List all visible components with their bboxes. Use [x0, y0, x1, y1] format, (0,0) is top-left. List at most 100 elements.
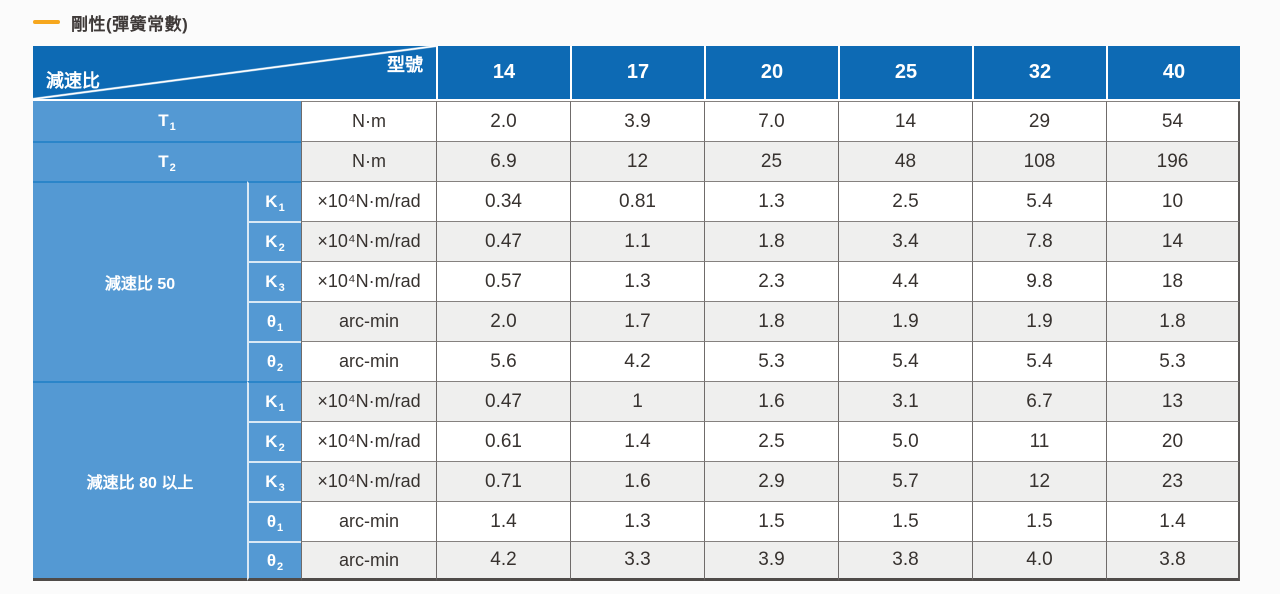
value-cell: 2.9: [704, 461, 838, 501]
value-cell: 9.8: [972, 261, 1106, 301]
unit-cell: arc-min: [301, 301, 436, 341]
row-label-cell: T1: [33, 101, 301, 141]
table-row: K3 ×10⁴N·m/rad 0.57 1.3 2.3 4.4 9.8 18: [33, 261, 1240, 301]
corner-label-model: 型號: [387, 55, 423, 75]
value-cell: 12: [570, 141, 704, 181]
value-cell: 48: [838, 141, 972, 181]
value-cell: 1.6: [704, 381, 838, 421]
sub-label-cell: θ1: [247, 301, 301, 341]
table-row: θ2 arc-min 4.2 3.3 3.9 3.8 4.0 3.8: [33, 541, 1240, 581]
value-cell: 1.9: [972, 301, 1106, 341]
table-row: θ1 arc-min 2.0 1.7 1.8 1.9 1.9 1.8: [33, 301, 1240, 341]
value-cell: 1.1: [570, 221, 704, 261]
unit-cell: arc-min: [301, 541, 436, 581]
value-cell: 5.4: [838, 341, 972, 381]
value-cell: 1.4: [570, 421, 704, 461]
value-cell: 1.4: [1106, 501, 1240, 541]
sub-label-cell: K2: [247, 421, 301, 461]
table-row: 減速比 50 K1 ×10⁴N·m/rad 0.34 0.81 1.3 2.5 5.4 10: [33, 181, 1240, 381]
value-cell: 25: [704, 141, 838, 181]
value-cell: 1.8: [704, 301, 838, 341]
table-row: θ2 arc-min 5.6 4.2 5.3 5.4 5.4 5.3: [33, 341, 1240, 381]
value-cell: 1.8: [1106, 301, 1240, 341]
table-row: T1 N·m 2.0 3.9 7.0 14 29 54: [33, 101, 1240, 141]
value-cell: 2.5: [838, 181, 972, 221]
value-cell: 14: [838, 101, 972, 141]
value-cell: 23: [1106, 461, 1240, 501]
model-header-cell: 25: [838, 46, 972, 101]
value-cell: 1.7: [570, 301, 704, 341]
value-cell: 1.6: [570, 461, 704, 501]
sub-label-cell: θ2: [247, 341, 301, 381]
table-row: K2 ×10⁴N·m/rad 0.61 1.4 2.5 5.0 11 20: [33, 421, 1240, 461]
value-cell: 2.0: [436, 301, 570, 341]
value-cell: 0.61: [436, 421, 570, 461]
value-cell: 0.47: [436, 221, 570, 261]
unit-cell: N·m: [301, 101, 436, 141]
table-row: K3 ×10⁴N·m/rad 0.71 1.6 2.9 5.7 12 23: [33, 461, 1240, 501]
value-cell: 3.9: [704, 541, 838, 581]
value-cell: 2.0: [436, 101, 570, 141]
title-dash-icon: [33, 20, 60, 24]
value-cell: 1.8: [704, 221, 838, 261]
value-cell: 0.57: [436, 261, 570, 301]
value-cell: 5.6: [436, 341, 570, 381]
sub-label-cell: K1: [247, 381, 301, 421]
sub-label-cell: θ1: [247, 501, 301, 541]
value-cell: 3.3: [570, 541, 704, 581]
model-header-cell: 40: [1106, 46, 1240, 101]
section-title: 剛性(彈簧常數): [33, 10, 1247, 34]
value-cell: 1.9: [838, 301, 972, 341]
value-cell: 5.7: [838, 461, 972, 501]
value-cell: 2.3: [704, 261, 838, 301]
sub-label-cell: K1: [247, 181, 301, 221]
value-cell: 12: [972, 461, 1106, 501]
value-cell: 1: [570, 381, 704, 421]
unit-cell: ×10⁴N·m/rad: [301, 221, 436, 261]
value-cell: 6.7: [972, 381, 1106, 421]
row-label-cell: T2: [33, 141, 301, 181]
value-cell: 1.5: [704, 501, 838, 541]
value-cell: 4.4: [838, 261, 972, 301]
sub-label-cell: K2: [247, 221, 301, 261]
unit-cell: arc-min: [301, 341, 436, 381]
value-cell: 54: [1106, 101, 1240, 141]
table-row: T2 N·m 6.9 12 25 48 108 196: [33, 141, 1240, 181]
value-cell: 5.4: [972, 341, 1106, 381]
value-cell: 1.5: [838, 501, 972, 541]
value-cell: 1.3: [570, 261, 704, 301]
value-cell: 1.4: [436, 501, 570, 541]
value-cell: 11: [972, 421, 1106, 461]
group-label-cell: 減速比 80 以上: [33, 381, 247, 581]
model-header-cell: 32: [972, 46, 1106, 101]
corner-label-ratio: 減速比: [46, 71, 100, 91]
value-cell: 7.8: [972, 221, 1106, 261]
value-cell: 1.5: [972, 501, 1106, 541]
unit-cell: ×10⁴N·m/rad: [301, 181, 436, 221]
unit-cell: ×10⁴N·m/rad: [301, 381, 436, 421]
unit-cell: N·m: [301, 141, 436, 181]
table-body: T1 N·m 2.0 3.9 7.0 14 29 54 T2 N·m 6.9 12 25 48 108 196…: [33, 101, 1240, 581]
header-row: 型號 減速比 14 17 20 25 32 40: [33, 46, 1240, 101]
value-cell: 7.0: [704, 101, 838, 141]
value-cell: 0.81: [570, 181, 704, 221]
value-cell: 1.3: [704, 181, 838, 221]
value-cell: 0.47: [436, 381, 570, 421]
value-cell: 3.4: [838, 221, 972, 261]
table-row: θ1 arc-min 1.4 1.3 1.5 1.5 1.5 1.4: [33, 501, 1240, 541]
value-cell: 4.2: [570, 341, 704, 381]
value-cell: 6.9: [436, 141, 570, 181]
table-row: 減速比 80 以上 K1 ×10⁴N·m/rad 0.47 1 1.6 3.1 6.7 13: [33, 381, 1240, 581]
value-cell: 13: [1106, 381, 1240, 421]
value-cell: 5.4: [972, 181, 1106, 221]
value-cell: 5.3: [704, 341, 838, 381]
value-cell: 4.2: [436, 541, 570, 581]
model-header-cell: 17: [570, 46, 704, 101]
value-cell: 3.9: [570, 101, 704, 141]
value-cell: 0.34: [436, 181, 570, 221]
value-cell: 3.1: [838, 381, 972, 421]
page-title: 剛性(彈簧常數): [71, 14, 189, 34]
unit-cell: ×10⁴N·m/rad: [301, 261, 436, 301]
group-label-cell: 減速比 50: [33, 181, 247, 381]
